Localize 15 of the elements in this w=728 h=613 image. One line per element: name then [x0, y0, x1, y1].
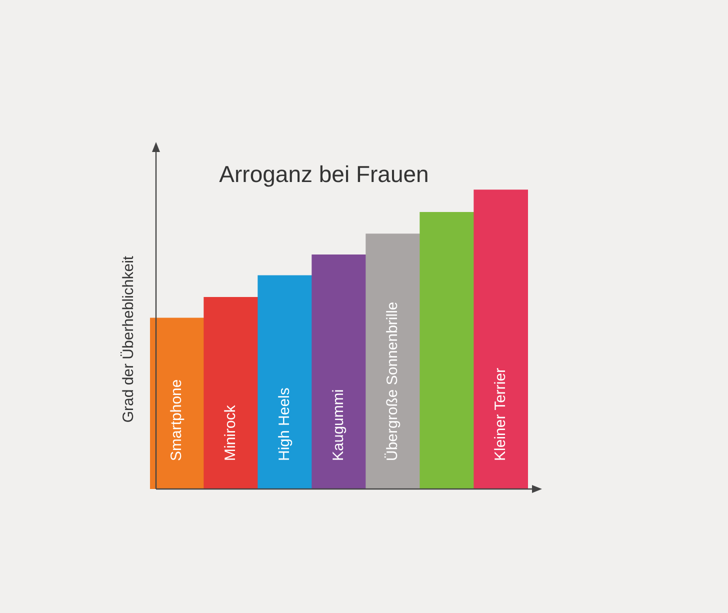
chart-title: Arroganz bei Frauen [219, 161, 429, 188]
x-tick-label: High Heels [276, 388, 294, 461]
bar [150, 318, 204, 489]
bar [312, 254, 366, 489]
x-tick-label: Minirock [222, 404, 240, 461]
bar [258, 275, 312, 489]
bar [474, 190, 528, 489]
bar [366, 234, 420, 489]
x-tick-label: Kaugummi [330, 389, 348, 461]
x-tick-label: Übergroße Sonnenbrille [384, 302, 402, 461]
bar [420, 212, 474, 489]
bar [204, 297, 258, 489]
x-tick-label: Smartphone [168, 379, 186, 461]
y-axis-title: Grad der Überheblichkeit [120, 255, 138, 423]
x-tick-label: Kleiner Terrier [492, 368, 510, 461]
